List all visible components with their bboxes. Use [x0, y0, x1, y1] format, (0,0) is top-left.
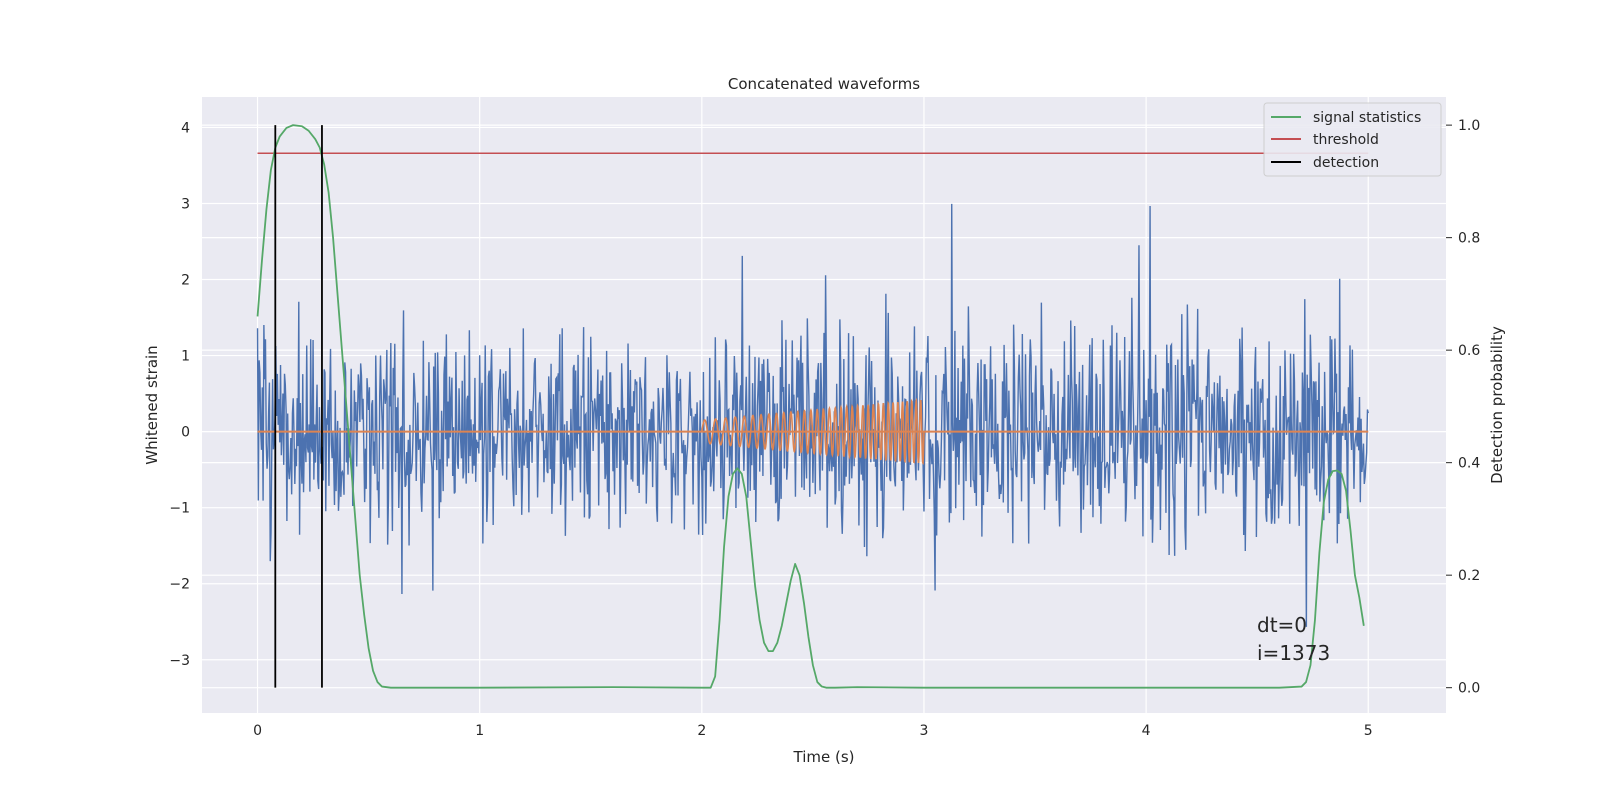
- y2-tick-label: 0.4: [1458, 456, 1480, 472]
- y-axis-ticks: −3 −2 −1 0 1 2 3 4: [169, 120, 190, 668]
- x-tick-label: 2: [697, 723, 706, 739]
- y-tick-label: 4: [181, 120, 190, 136]
- y2-tick-label: 0.0: [1458, 681, 1480, 697]
- x-tick-label: 3: [920, 723, 929, 739]
- legend: signal statistics threshold detection: [1263, 102, 1442, 177]
- strain-line: [256, 203, 1369, 627]
- y-tick-label: 1: [181, 349, 190, 365]
- injected-waveform-series: [257, 397, 1369, 465]
- legend-detection-label: detection: [1313, 155, 1379, 171]
- annotation-dt: dt=0: [1257, 613, 1307, 637]
- legend-threshold-label: threshold: [1313, 132, 1379, 148]
- annotation-index: i=1373: [1257, 641, 1330, 665]
- chart-title: Concatenated waveforms: [728, 75, 920, 93]
- y-tick-label: −2: [169, 577, 190, 593]
- y-tick-label: 3: [181, 196, 190, 212]
- legend-signal-label: signal statistics: [1313, 110, 1421, 126]
- annotation: dt=0 i=1373: [1257, 613, 1330, 665]
- x-axis-label: Time (s): [793, 748, 855, 766]
- probability-series: [256, 124, 1369, 689]
- x-tick-label: 0: [253, 723, 262, 739]
- y-tick-label: −3: [169, 653, 190, 669]
- x-tick-label: 1: [475, 723, 484, 739]
- y-axis-label: Whitened strain: [143, 345, 161, 464]
- y-tick-label: −1: [169, 501, 190, 517]
- x-tick-label: 5: [1364, 723, 1373, 739]
- y-tick-label: 0: [181, 425, 190, 441]
- strain-series: [256, 203, 1369, 627]
- y2-tick-label: 1.0: [1458, 118, 1480, 134]
- y2-tick-label: 0.6: [1458, 343, 1480, 359]
- x-axis-ticks: 0 1 2 3 4 5: [253, 723, 1373, 739]
- waveform-chirp: [701, 397, 925, 465]
- legend-box: [1263, 102, 1442, 177]
- signal-statistics-line: [256, 124, 1365, 689]
- y-tick-label: 2: [181, 273, 190, 289]
- y2-axis-ticks: 0.0 0.2 0.4 0.6 0.8 1.0: [1446, 118, 1480, 697]
- x-tick-label: 4: [1142, 723, 1151, 739]
- y2-tick-label: 0.2: [1458, 568, 1480, 584]
- y2-tick-label: 0.8: [1458, 231, 1480, 247]
- y2-axis-label: Detection probability: [1488, 326, 1506, 484]
